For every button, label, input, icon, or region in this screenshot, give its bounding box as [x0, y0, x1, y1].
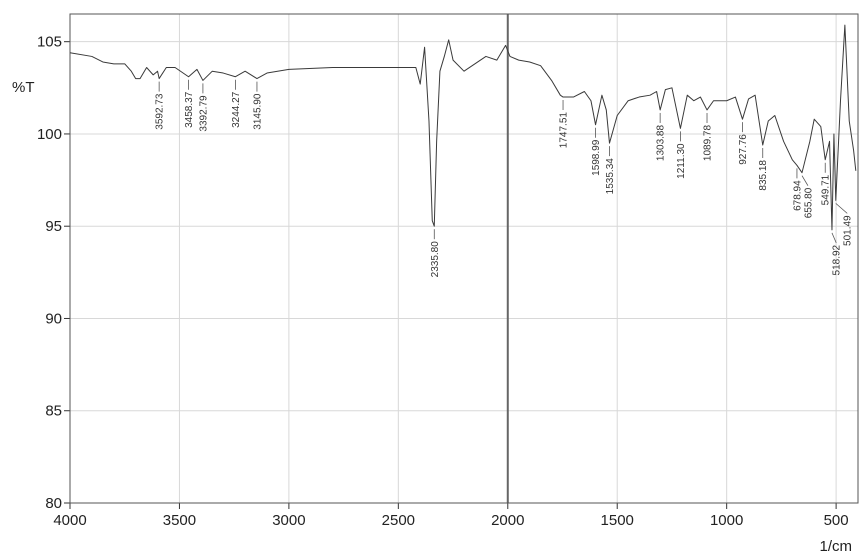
plot-frame — [69, 13, 859, 504]
peak-label: 1211.30 — [676, 143, 687, 179]
y-tick-label: 85 — [45, 403, 62, 420]
peak-label: 678.94 — [792, 180, 803, 211]
peak-label: 3244.27 — [231, 91, 242, 128]
peak-label: 835.18 — [758, 160, 769, 191]
peak-label: 2335.80 — [430, 241, 441, 278]
peak-label: 3145.90 — [252, 93, 263, 130]
y-tick-label: 95 — [45, 218, 62, 235]
y-tick-label: 80 — [45, 495, 62, 512]
x-tick-label: 4000 — [53, 512, 86, 529]
y-tick-label: 90 — [45, 310, 62, 327]
y-tick-label: 100 — [37, 126, 62, 143]
peak-leader — [801, 175, 809, 186]
peak-label: 1598.99 — [591, 139, 602, 176]
peak-label: 3392.79 — [198, 95, 209, 132]
peak-label: 1747.51 — [559, 112, 570, 149]
x-tick-label: 1000 — [710, 512, 743, 529]
peak-label: 549.71 — [821, 174, 832, 205]
peak-leader — [831, 232, 837, 244]
peak-label: 1303.88 — [656, 125, 667, 162]
x-tick-label: 500 — [824, 512, 849, 529]
peak-leader — [835, 203, 848, 214]
peak-label: 518.92 — [832, 244, 843, 275]
x-tick-label: 2000 — [491, 512, 524, 529]
x-tick-label: 1500 — [601, 512, 634, 529]
x-axis-label: 1/cm — [819, 538, 852, 555]
peak-label: 3592.73 — [155, 93, 166, 130]
x-tick-label: 3500 — [163, 512, 196, 529]
peak-label: 655.80 — [803, 187, 814, 218]
x-tick-label: 2500 — [382, 512, 415, 529]
y-tick-label: 105 — [37, 34, 62, 51]
peak-label: 927.76 — [738, 134, 749, 165]
x-tick-label: 3000 — [272, 512, 305, 529]
peak-label: 3458.37 — [184, 91, 195, 128]
y-axis-label: %T — [12, 79, 35, 96]
peak-label: 1089.78 — [703, 125, 714, 162]
spectrum-line — [69, 24, 857, 231]
peak-label: 501.49 — [843, 215, 854, 246]
peak-label: 1535.34 — [605, 158, 616, 195]
